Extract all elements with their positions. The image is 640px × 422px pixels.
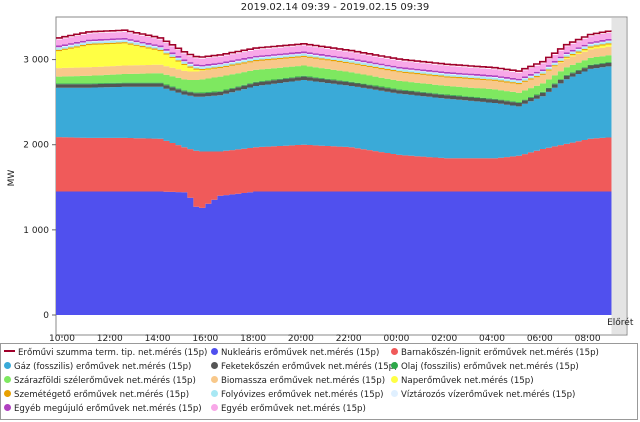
legend-label: Folyóvizes erőművek net.mérés (15p) xyxy=(221,390,384,400)
legend-item: Egyéb megújuló erőművek net.mérés (15p) xyxy=(4,404,202,415)
legend-swatch xyxy=(211,376,218,383)
legend-swatch xyxy=(4,362,11,369)
legend-swatch xyxy=(4,404,11,411)
legend-swatch xyxy=(211,404,218,411)
area-series-12 xyxy=(56,31,612,79)
forecast-zone xyxy=(611,18,626,334)
legend-item: Folyóvizes erőművek net.mérés (15p) xyxy=(211,390,384,401)
y-tick-label: 0 xyxy=(43,311,49,321)
x-tick-label: 06:00 xyxy=(527,334,553,343)
legend-label: Barnakőszén-lignit erőművek net.mérés (1… xyxy=(401,348,599,358)
legend-item: Naperőművek net.mérés (15p) xyxy=(391,376,534,387)
legend-item: Olaj (fosszilis) erőművek net.mérés (15p… xyxy=(391,362,579,373)
legend-swatch xyxy=(391,362,398,369)
x-tick-label: 04:00 xyxy=(479,334,505,343)
legend-line-swatch xyxy=(4,350,15,352)
area-series-7 xyxy=(56,43,612,85)
x-tick-label: 18:00 xyxy=(240,334,266,343)
legend-label: Egyéb erőművek net.mérés (15p) xyxy=(221,404,366,414)
legend-item: Nukleáris erőművek net.mérés (15p) xyxy=(211,348,379,359)
legend: Erőművi szumma term. tip. net.mérés (15p… xyxy=(0,343,638,420)
x-tick-label: 02:00 xyxy=(431,334,457,343)
legend-swatch xyxy=(4,390,11,397)
legend-label: Egyéb megújuló erőművek net.mérés (15p) xyxy=(14,404,202,414)
legend-label: Biomassza erőművek net.mérés (15p) xyxy=(221,376,386,386)
legend-label: Nukleáris erőművek net.mérés (15p) xyxy=(221,348,380,358)
legend-label: Olaj (fosszilis) erőművek net.mérés (15p… xyxy=(401,362,579,372)
area-series-2 xyxy=(56,65,612,159)
legend-swatch xyxy=(211,362,218,369)
legend-label: Feketekőszén erőművek net.mérés (15p) xyxy=(221,362,398,372)
legend-item: Gáz (fosszilis) erőművek net.mérés (15p) xyxy=(4,362,191,373)
area-series-5 xyxy=(56,54,612,103)
legend-swatch xyxy=(211,348,218,355)
legend-item: Biomassza erőművek net.mérés (15p) xyxy=(211,376,385,387)
area-series-1 xyxy=(56,137,612,208)
legend-item: Feketekőszén erőművek net.mérés (15p) xyxy=(211,362,397,373)
y-axis-label: MW xyxy=(7,170,17,187)
chart: 2019.02.14 09:39 - 2019.02.15 09:39 Előr… xyxy=(7,2,634,343)
x-tick-label: 08:00 xyxy=(575,334,601,343)
y-tick-label: 2 000 xyxy=(23,141,49,151)
area-series-4 xyxy=(56,61,612,103)
x-tick-label: 10:00 xyxy=(49,334,75,343)
area-series-3 xyxy=(56,62,612,107)
chart-title: 2019.02.14 09:39 - 2019.02.15 09:39 xyxy=(241,2,429,13)
legend-swatch xyxy=(391,348,398,355)
legend-label: Gáz (fosszilis) erőművek net.mérés (15p) xyxy=(14,362,192,372)
y-tick-label: 3 000 xyxy=(23,56,49,66)
area-series-0 xyxy=(56,191,612,315)
legend-label: Szárazföldi szélerőművek net.mérés (15p) xyxy=(14,376,196,386)
legend-item: Erőművi szumma term. tip. net.mérés (15p… xyxy=(4,348,207,359)
y-tick-label: 1 000 xyxy=(23,226,49,236)
x-tick-label: 14:00 xyxy=(145,334,171,343)
legend-label: Naperőművek net.mérés (15p) xyxy=(401,376,534,386)
legend-item: Víztározós vízerőművek net.mérés (15p) xyxy=(391,390,575,401)
legend-item: Egyéb erőművek net.mérés (15p) xyxy=(211,404,366,415)
x-tick-label: 16:00 xyxy=(192,334,218,343)
area-series-6 xyxy=(56,45,612,93)
legend-swatch xyxy=(391,390,398,397)
x-tick-label: 22:00 xyxy=(336,334,362,343)
legend-item: Szemétégető erőművek net.mérés (15p) xyxy=(4,390,189,401)
x-tick-label: 00:00 xyxy=(383,334,409,343)
legend-label: Szemétégető erőművek net.mérés (15p) xyxy=(14,390,190,400)
legend-swatch xyxy=(391,376,398,383)
legend-swatch xyxy=(211,390,218,397)
x-tick-label: 20:00 xyxy=(288,334,314,343)
legend-label: Víztározós vízerőművek net.mérés (15p) xyxy=(401,390,576,400)
legend-swatch xyxy=(4,376,11,383)
total-line xyxy=(56,29,613,72)
legend-label: Erőművi szumma term. tip. net.mérés (15p… xyxy=(18,348,208,358)
legend-item: Barnakőszén-lignit erőművek net.mérés (1… xyxy=(391,348,599,359)
forecast-label: Előrét xyxy=(607,317,634,328)
legend-item: Szárazföldi szélerőművek net.mérés (15p) xyxy=(4,376,196,387)
x-tick-label: 12:00 xyxy=(97,334,123,343)
